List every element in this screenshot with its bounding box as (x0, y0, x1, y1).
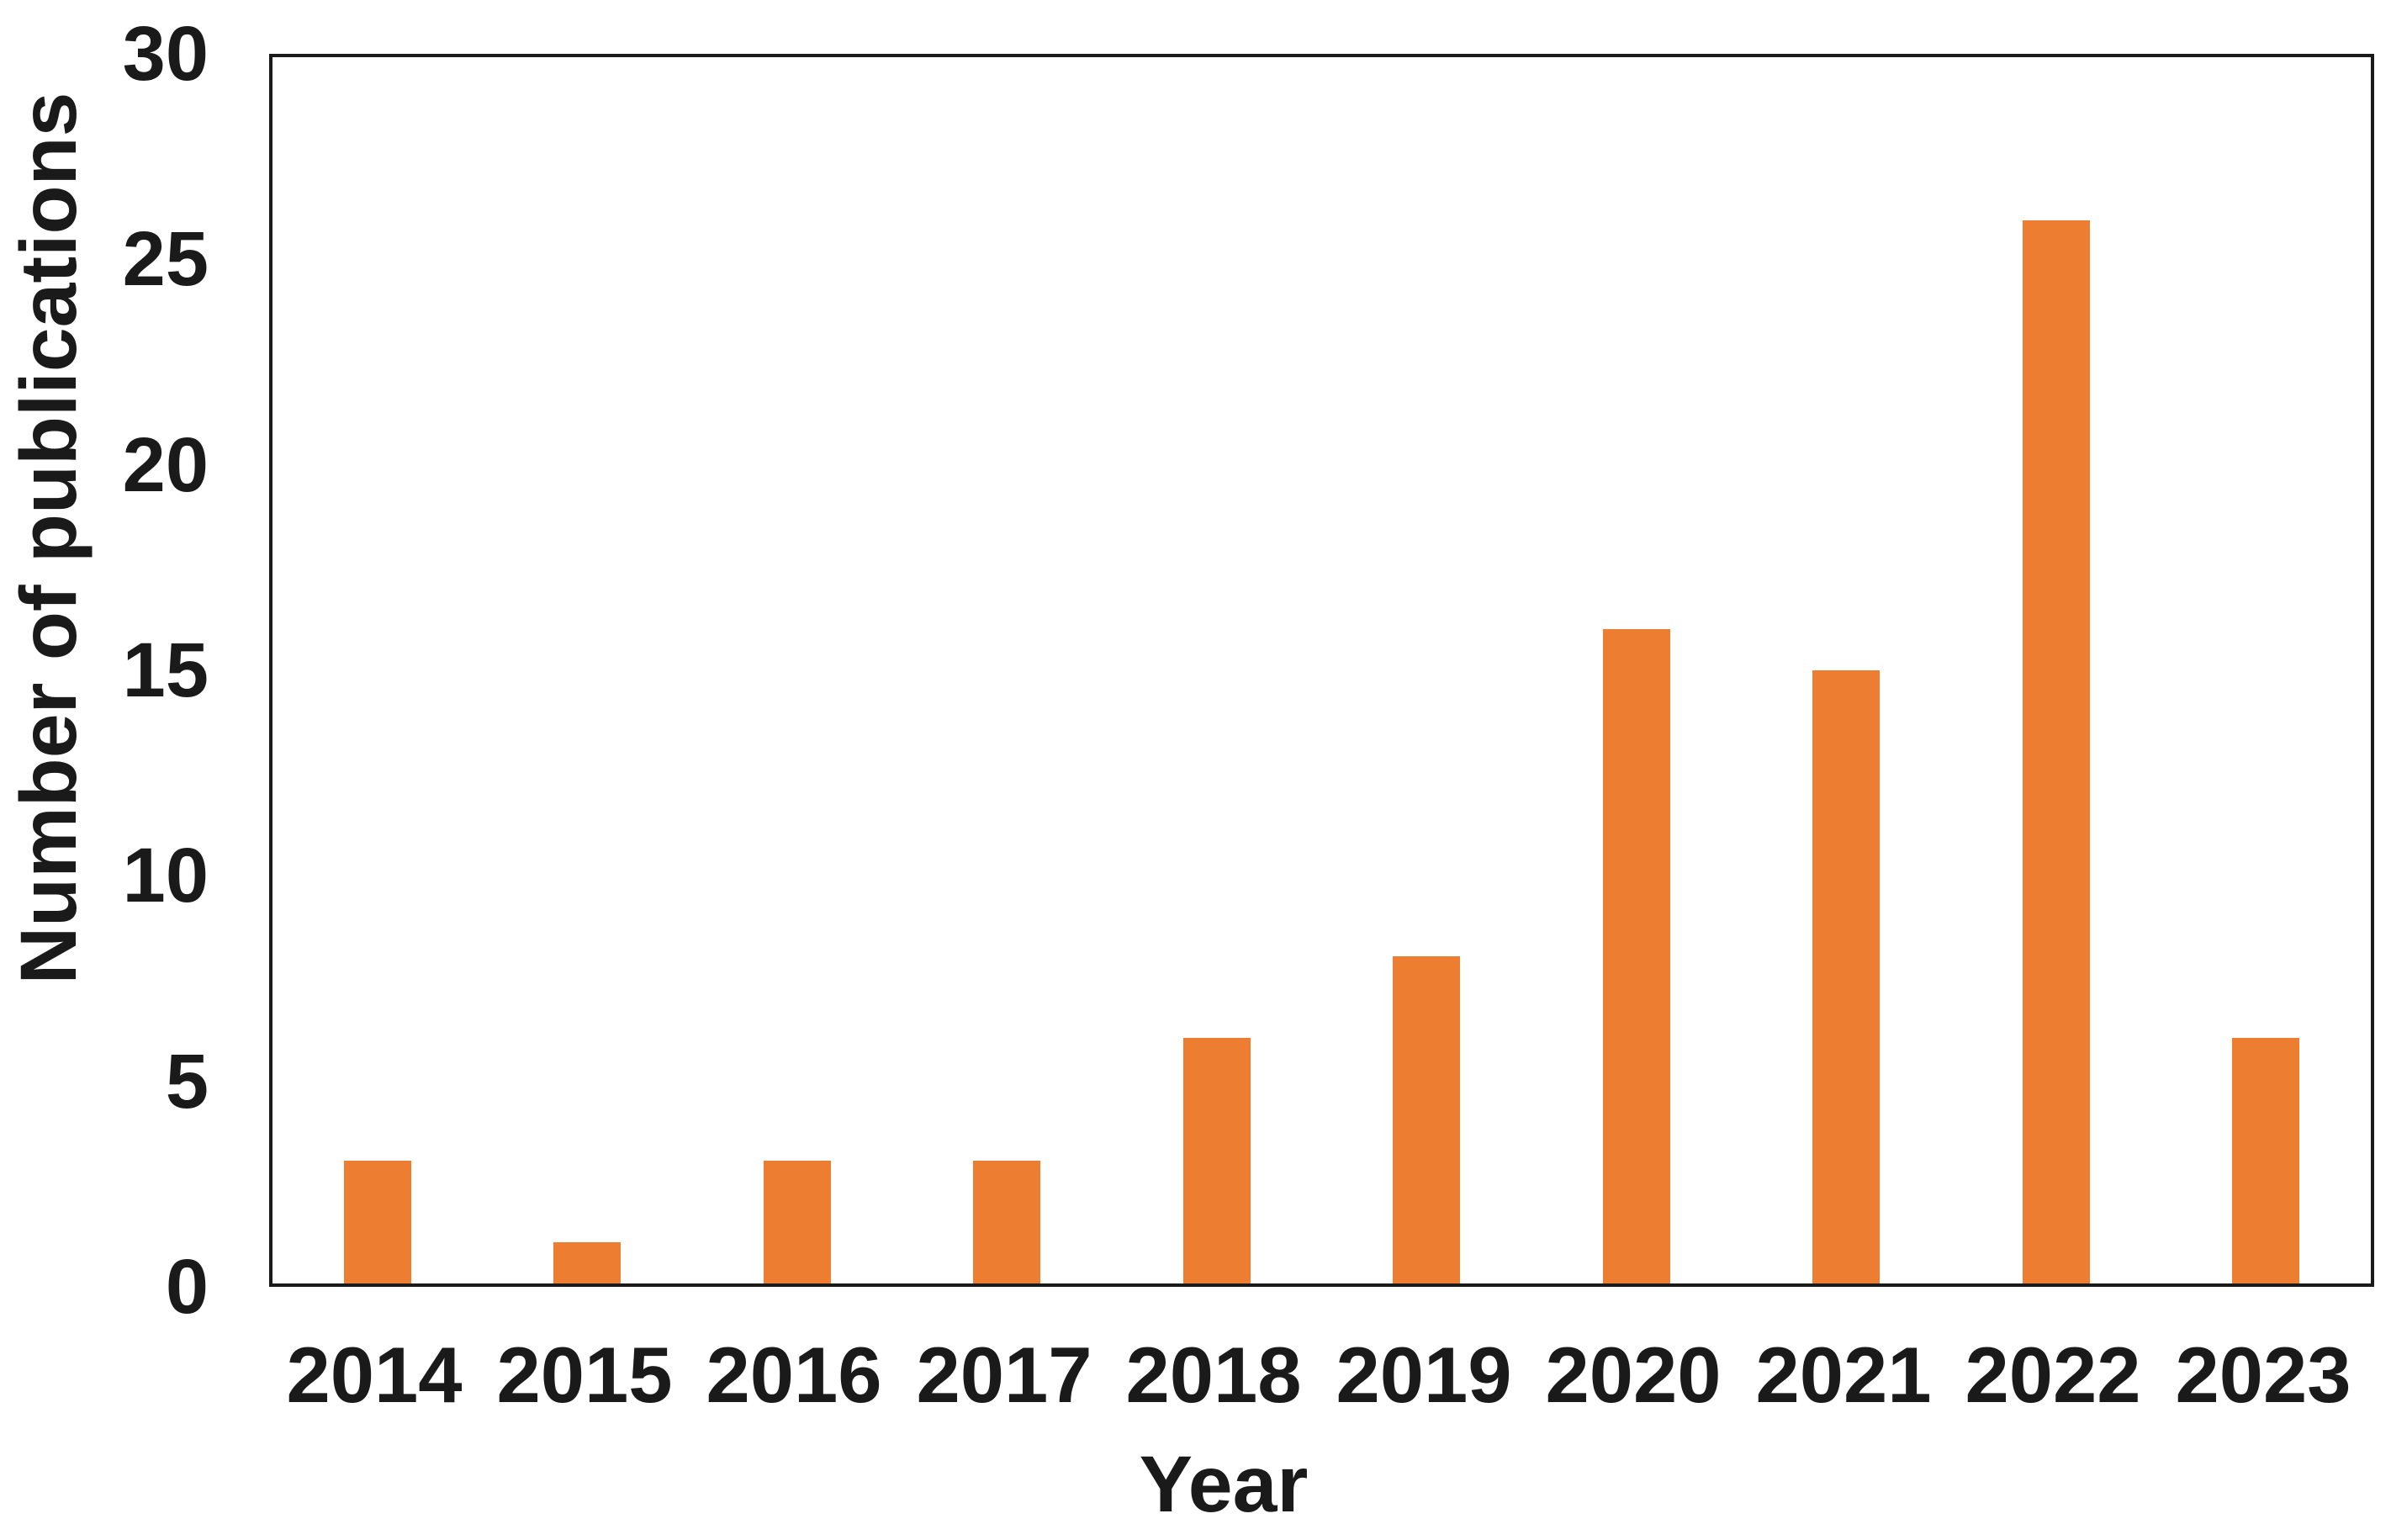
y-tick-label-15: 15 (122, 627, 209, 713)
y-axis-title: Number of publications (4, 92, 93, 985)
x-tick-label-2017: 2017 (916, 1331, 1092, 1419)
x-tick-label-2014: 2014 (286, 1331, 463, 1419)
x-axis-title: Year (1139, 1440, 1309, 1529)
bar-2016 (764, 1161, 831, 1283)
bar-2019 (1393, 956, 1460, 1283)
y-tick-label-30: 30 (122, 11, 209, 97)
bar-2014 (344, 1161, 411, 1283)
plot-area (269, 54, 2374, 1287)
bar-2022 (2023, 220, 2090, 1283)
x-tick-label-2023: 2023 (2175, 1331, 2351, 1419)
bar-2018 (1183, 1038, 1251, 1283)
x-tick-label-2020: 2020 (1545, 1331, 1722, 1419)
y-tick-label-5: 5 (165, 1039, 209, 1125)
x-tick-label-2019: 2019 (1336, 1331, 1512, 1419)
x-tick-label-2015: 2015 (496, 1331, 673, 1419)
y-tick-label-0: 0 (165, 1244, 209, 1330)
bar-2021 (1812, 670, 1880, 1283)
bar-2020 (1603, 629, 1670, 1283)
bar-2017 (973, 1161, 1040, 1283)
y-tick-label-10: 10 (122, 833, 209, 918)
y-tick-label-20: 20 (122, 422, 209, 508)
x-tick-label-2022: 2022 (1965, 1331, 2141, 1419)
y-tick-label-25: 25 (122, 216, 209, 302)
bar-2015 (553, 1242, 621, 1283)
x-tick-label-2018: 2018 (1125, 1331, 1302, 1419)
bar-2023 (2232, 1038, 2299, 1283)
x-tick-label-2021: 2021 (1755, 1331, 1932, 1419)
x-tick-label-2016: 2016 (706, 1331, 882, 1419)
